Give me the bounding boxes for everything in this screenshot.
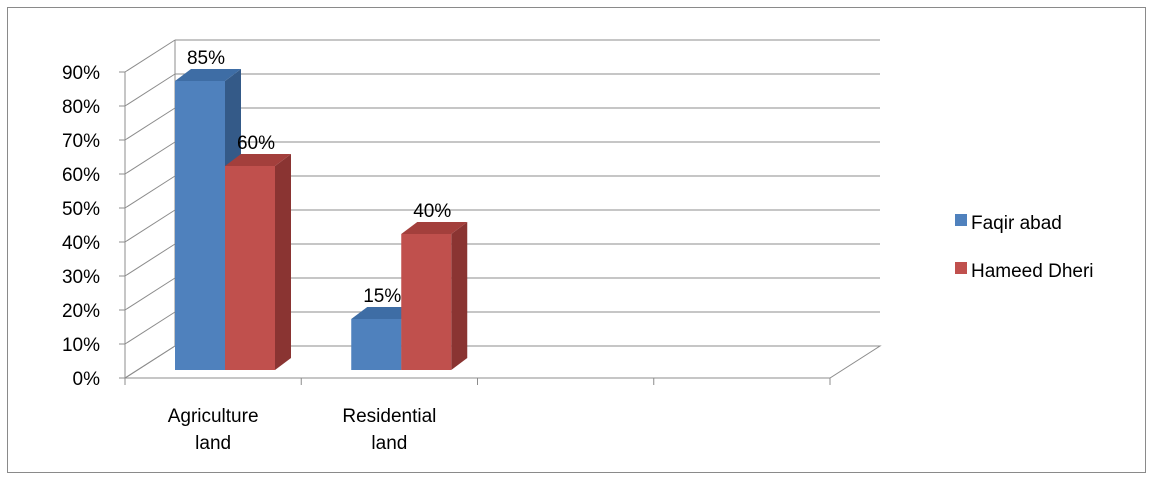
data-label: 85% <box>187 48 225 69</box>
axes <box>119 71 831 385</box>
legend-label: Hameed Dheri <box>971 261 1094 282</box>
bar <box>401 234 452 370</box>
labels: 0% 10% 20% 30% 40% 50% 60% 70% 80% 90% Agriculture… <box>62 48 451 454</box>
data-label: 15% <box>363 286 401 307</box>
y-tick-label: 10% <box>62 335 100 356</box>
y-tick-label: 70% <box>62 131 100 152</box>
floor <box>123 345 882 379</box>
category-label: Agriculture <box>168 406 259 427</box>
y-tick-label: 30% <box>62 267 100 288</box>
bar-side <box>451 222 468 370</box>
legend-swatch <box>955 262 967 274</box>
category-label: land <box>195 433 231 454</box>
side-wall-line <box>124 209 176 243</box>
side-wall-line <box>124 39 176 73</box>
legend-swatch <box>955 214 967 226</box>
side-wall-line <box>124 107 176 141</box>
y-tick-label: 60% <box>62 165 100 186</box>
bar <box>175 81 225 370</box>
bar <box>225 166 275 370</box>
y-tick-label: 90% <box>62 63 100 84</box>
side-wall-line <box>124 175 176 209</box>
side-wall-line <box>124 243 176 277</box>
y-tick-label: 40% <box>62 233 100 254</box>
bar <box>351 319 402 370</box>
side-wall-line <box>124 277 176 311</box>
side-wall-line <box>124 311 176 345</box>
legend: Faqir abad Hameed Dheri <box>955 213 1094 282</box>
y-tick-label: 50% <box>62 199 100 220</box>
category-label: Residential <box>342 406 436 427</box>
chart-frame <box>7 7 1146 473</box>
data-label: 40% <box>413 201 451 222</box>
bar-side <box>275 154 291 370</box>
bar-top <box>351 307 418 319</box>
y-tick-label: 80% <box>62 97 100 118</box>
bar-top <box>175 69 241 81</box>
bar-top <box>225 154 291 166</box>
side-wall-line <box>124 73 176 107</box>
y-tick-label: 20% <box>62 301 100 322</box>
bars <box>175 69 468 370</box>
category-label: land <box>371 433 407 454</box>
data-label: 60% <box>237 133 275 154</box>
bar-top <box>401 222 468 234</box>
side-wall-line <box>124 141 176 175</box>
legend-label: Faqir abad <box>971 213 1062 234</box>
y-tick-label: 0% <box>73 369 101 390</box>
